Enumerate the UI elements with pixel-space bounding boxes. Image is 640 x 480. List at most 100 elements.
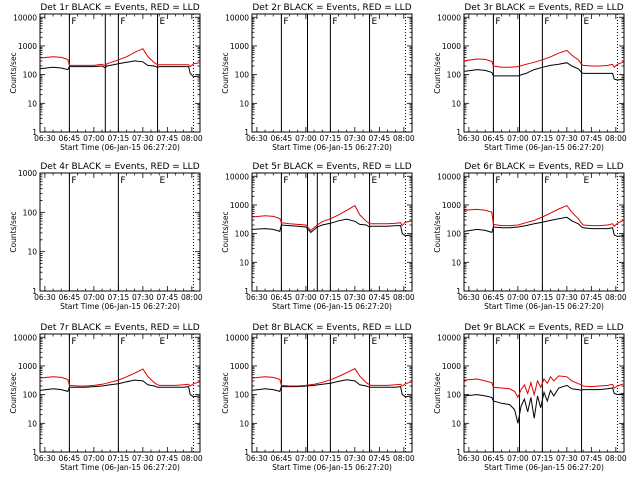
y-tick-label: 1: [456, 287, 461, 296]
x-tick-label: 07:30: [132, 454, 154, 463]
x-tick-label: 06:30: [246, 293, 268, 302]
x-axis-label: Start Time (06-Jan-15 06:27:20): [484, 143, 604, 152]
y-tick-label: 1: [244, 448, 249, 457]
y-tick-label: 10: [27, 419, 37, 428]
marker-letter-F: F: [495, 176, 500, 186]
y-tick-label: 1000: [442, 201, 461, 210]
y-tick-label: 1: [456, 448, 461, 457]
y-axis-label: Counts/sec: [9, 52, 18, 93]
marker-letter-E: E: [372, 176, 378, 186]
series-line-lld: [39, 368, 201, 387]
x-tick-label: 06:30: [34, 454, 56, 463]
x-tick-label: 07:45: [369, 293, 391, 302]
x-tick-label: 07:45: [157, 454, 179, 463]
x-tick-label: 06:30: [246, 134, 268, 143]
y-axis-label: Counts/sec: [221, 52, 230, 93]
marker-letter-E: E: [584, 176, 590, 186]
y-tick-label: 1000: [442, 42, 461, 51]
marker-letter-F: F: [120, 17, 125, 27]
y-tick-label: 10: [451, 258, 461, 267]
x-tick-label: 07:15: [320, 293, 342, 302]
x-tick-label: 07:15: [532, 454, 554, 463]
panel-det-9r: Det 9r BLACK = Events, RED = LLD 1 10 100 10…: [433, 323, 627, 472]
y-tick-label: 10000: [13, 13, 37, 22]
marker-letter-E: E: [160, 17, 166, 27]
series-line-lld: [251, 368, 413, 387]
x-tick-label: 07:45: [157, 134, 179, 143]
series-line-lld: [463, 49, 625, 69]
panel-det-2r: Det 2r BLACK = Events, RED = LLD 1 10 100 10…: [221, 3, 415, 152]
x-tick-label: 07:45: [581, 454, 603, 463]
panel-title: Det 1r BLACK = Events, RED = LLD: [40, 3, 199, 13]
marker-letter-F: F: [71, 176, 76, 186]
series-line-lld: [463, 204, 625, 228]
y-tick-label: 1: [456, 128, 461, 137]
y-tick-label: 1000: [230, 42, 249, 51]
y-tick-label: 10: [239, 419, 249, 428]
x-axis-label: Start Time (06-Jan-15 06:27:20): [60, 143, 180, 152]
y-axis-label: Counts/sec: [221, 372, 230, 413]
y-tick-label: 1: [244, 128, 249, 137]
panel-title: Det 7r BLACK = Events, RED = LLD: [40, 323, 199, 333]
x-tick-label: 08:00: [181, 134, 203, 143]
x-tick-label: 07:45: [369, 134, 391, 143]
x-axis-label: Start Time (06-Jan-15 06:27:20): [484, 302, 604, 311]
y-tick-label: 1: [244, 287, 249, 296]
plot-frame: [39, 333, 201, 453]
y-tick-label: 10000: [13, 333, 37, 342]
y-tick-label: 10000: [437, 333, 461, 342]
x-tick-label: 07:45: [581, 293, 603, 302]
plot-frame: [251, 333, 413, 453]
x-tick-label: 07:15: [532, 134, 554, 143]
y-tick-label: 10000: [437, 13, 461, 22]
y-tick-label: 10: [27, 248, 37, 257]
panel-det-1r: Det 1r BLACK = Events, RED = LLD 1 10 100 10…: [9, 3, 203, 152]
y-tick-label: 100: [23, 208, 38, 217]
plot-frame: [251, 172, 413, 292]
panel-title: Det 2r BLACK = Events, RED = LLD: [252, 3, 411, 13]
x-tick-label: 07:00: [295, 293, 317, 302]
marker-letter-E: E: [160, 176, 166, 186]
marker-letter-F: F: [283, 337, 288, 347]
marker-letter-F: F: [332, 337, 337, 347]
panel-title: Det 8r BLACK = Events, RED = LLD: [252, 323, 411, 333]
panel-det-5r: Det 5r BLACK = Events, RED = LLD 1 10 100 10…: [221, 162, 415, 311]
series-line-lld: [39, 48, 201, 68]
y-axis-label: Counts/sec: [433, 372, 442, 413]
y-axis-label: Counts/sec: [9, 372, 18, 413]
plot-frame: [463, 333, 625, 453]
x-tick-label: 06:30: [458, 454, 480, 463]
marker-letter-F: F: [71, 337, 76, 347]
marker-letter-F: F: [332, 176, 337, 186]
x-tick-label: 07:45: [157, 293, 179, 302]
panel-det-6r: Det 6r BLACK = Events, RED = LLD 1 10 100 10…: [433, 162, 627, 311]
x-tick-label: 06:45: [59, 454, 81, 463]
panel-det-4r: Det 4r BLACK = Events, RED = LLD 1 10 100 10…: [9, 162, 203, 311]
x-tick-label: 08:00: [605, 454, 627, 463]
y-tick-label: 1: [32, 128, 37, 137]
panel-title: Det 4r BLACK = Events, RED = LLD: [40, 162, 199, 172]
y-tick-label: 10: [27, 99, 37, 108]
y-tick-label: 100: [235, 391, 250, 400]
marker-letter-E: E: [372, 17, 378, 27]
x-tick-label: 06:30: [458, 293, 480, 302]
y-axis-label: Counts/sec: [433, 211, 442, 252]
x-tick-label: 08:00: [605, 293, 627, 302]
y-axis-label: Counts/sec: [433, 52, 442, 93]
x-tick-label: 07:00: [295, 454, 317, 463]
marker-letter-F: F: [495, 17, 500, 27]
series-line-events: [39, 379, 201, 398]
x-tick-label: 06:30: [34, 293, 56, 302]
x-tick-label: 07:30: [132, 134, 154, 143]
y-tick-label: 10: [451, 99, 461, 108]
marker-letter-E: E: [584, 337, 590, 347]
y-tick-label: 1000: [230, 362, 249, 371]
marker-letter-F: F: [544, 337, 549, 347]
marker-letter-E: E: [584, 17, 590, 27]
x-tick-label: 08:00: [605, 134, 627, 143]
x-tick-label: 07:00: [295, 134, 317, 143]
plot-frame: [39, 172, 201, 292]
x-tick-label: 07:15: [108, 454, 130, 463]
y-axis-label: Counts/sec: [221, 211, 230, 252]
